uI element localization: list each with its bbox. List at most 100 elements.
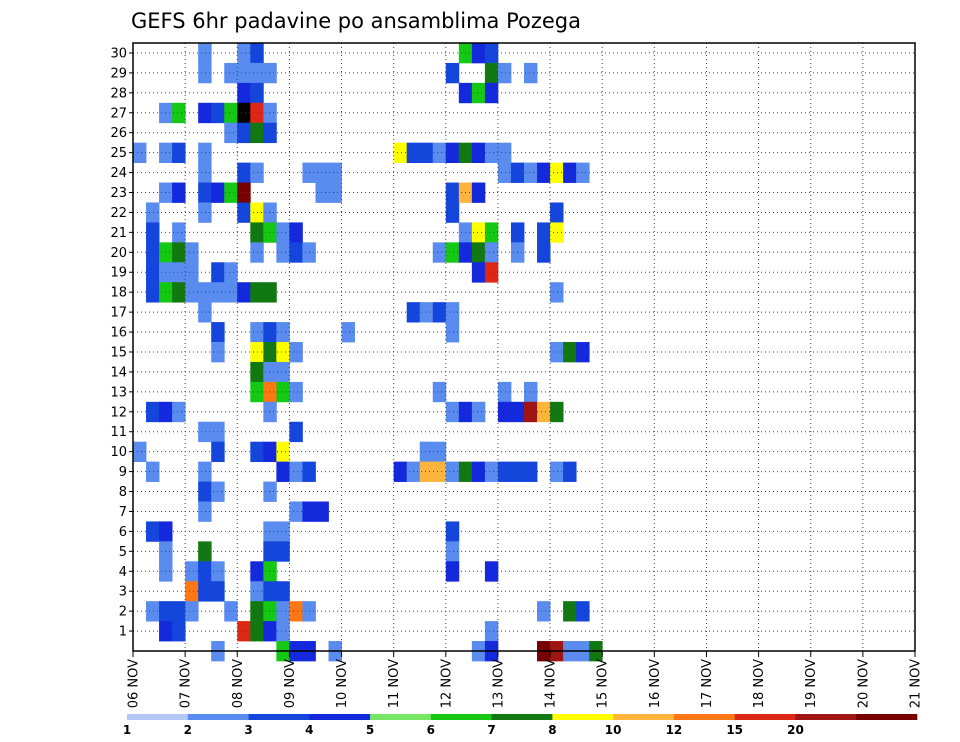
- y-tick-label: 30: [110, 46, 127, 61]
- heatmap-cell: [185, 282, 199, 303]
- heatmap-cell: [393, 461, 408, 482]
- x-tick-label: 10 NOV: [335, 659, 350, 708]
- heatmap-cell: [224, 601, 238, 622]
- heatmap-cell: [484, 222, 499, 243]
- heatmap-cell: [524, 461, 538, 482]
- heatmap-cell: [263, 621, 277, 642]
- heatmap-cell: [263, 381, 277, 403]
- heatmap-cell: [484, 621, 499, 642]
- heatmap-cell: [550, 342, 564, 363]
- x-tick-label: 11 NOV: [387, 659, 402, 708]
- heatmap-cell: [550, 282, 564, 303]
- heatmap-cell: [484, 242, 499, 263]
- colorbar-segment: [370, 714, 432, 720]
- heatmap-cell: [550, 222, 564, 243]
- colorbar-segment: [613, 714, 675, 720]
- y-tick-label: 18: [110, 286, 127, 301]
- heatmap-cell: [172, 142, 186, 164]
- heatmap-cell: [172, 262, 186, 283]
- heatmap-cell: [445, 461, 460, 482]
- heatmap-cell: [198, 182, 212, 203]
- heatmap-cell: [276, 521, 290, 542]
- heatmap-cell: [237, 102, 251, 124]
- chart-title: GEFS 6hr padavine po ansamblima Pozega: [131, 9, 581, 33]
- colorbar-segment: [491, 714, 553, 720]
- heatmap-cell: [263, 401, 277, 423]
- heatmap-cell: [445, 202, 460, 223]
- heatmap-cell: [146, 282, 160, 303]
- heatmap-cell: [576, 162, 590, 183]
- heatmap-cell: [263, 102, 277, 124]
- heatmap-cell: [172, 621, 186, 642]
- heatmap-cell: [198, 481, 212, 502]
- heatmap-cell: [224, 62, 238, 84]
- heatmap-cell: [263, 342, 277, 363]
- heatmap-cell: [146, 601, 160, 622]
- heatmap-cell: [537, 162, 551, 183]
- heatmap-cell: [484, 561, 499, 582]
- heatmap-cell: [185, 561, 199, 582]
- heatmap-cell: [432, 242, 447, 263]
- heatmap-cell: [484, 262, 499, 283]
- heatmap-cell: [393, 142, 408, 164]
- heatmap-cell: [146, 521, 160, 542]
- heatmap-cell: [276, 441, 290, 463]
- heatmap-cell: [146, 242, 160, 263]
- heatmap-cell: [432, 381, 447, 403]
- heatmap-cell: [550, 162, 564, 183]
- heatmap-cell: [263, 122, 277, 144]
- heatmap-cell: [185, 242, 199, 263]
- heatmap-cell: [524, 381, 538, 403]
- heatmap-cell: [471, 182, 486, 203]
- x-tick-label: 19 NOV: [804, 659, 819, 708]
- heatmap-cell: [276, 381, 290, 403]
- y-tick-label: 9: [119, 465, 127, 480]
- heatmap-cell: [276, 601, 290, 622]
- heatmap-cell: [224, 262, 238, 283]
- heatmap-cell: [419, 302, 434, 323]
- heatmap-cell: [524, 162, 538, 183]
- heatmap-cell: [432, 441, 447, 463]
- heatmap-cell: [471, 142, 486, 164]
- heatmap-cell: [471, 262, 486, 283]
- heatmap-cell: [224, 102, 238, 124]
- heatmap-cell: [497, 142, 512, 164]
- heatmap-cell: [289, 242, 303, 263]
- heatmap-cell: [550, 401, 564, 423]
- y-tick-label: 2: [119, 605, 127, 620]
- heatmap-cell: [237, 282, 251, 303]
- heatmap-cell: [471, 43, 486, 64]
- colorbar-label: 3: [244, 723, 252, 737]
- y-tick-label: 7: [119, 505, 127, 520]
- heatmap-cell: [237, 62, 251, 84]
- heatmap-cell: [328, 182, 342, 203]
- heatmap-cell: [497, 461, 512, 482]
- heatmap-cell: [133, 441, 147, 463]
- colorbar-label: 5: [366, 723, 374, 737]
- y-tick-label: 16: [110, 326, 127, 341]
- colorbar-segment: [673, 714, 735, 720]
- heatmap-cell: [471, 461, 486, 482]
- colorbar: 1 2 3 4 5 6 7 8 10 12 15 20: [123, 714, 918, 737]
- colorbar-segment: [795, 714, 857, 720]
- y-tick-label: 26: [110, 126, 127, 141]
- heatmap-cell: [419, 461, 434, 482]
- heatmap-cell: [263, 222, 277, 243]
- heatmap-cell: [185, 581, 199, 602]
- colorbar-label: 20: [787, 723, 804, 737]
- heatmap-cells: [133, 43, 603, 662]
- x-tick-label: 21 NOV: [909, 659, 924, 708]
- heatmap-cell: [315, 501, 329, 522]
- heatmap-cell: [198, 43, 212, 64]
- heatmap-cell: [497, 381, 512, 403]
- heatmap-cell: [237, 122, 251, 144]
- y-tick-label: 22: [110, 206, 127, 221]
- heatmap-cell: [550, 202, 564, 223]
- heatmap-cell: [445, 182, 460, 203]
- y-tick-label: 6: [119, 525, 127, 540]
- heatmap-cell: [146, 262, 160, 283]
- x-tick-label: 13 NOV: [491, 659, 506, 708]
- heatmap-cell: [289, 421, 303, 443]
- heatmap-cell: [432, 302, 447, 323]
- heatmap-cell: [237, 202, 251, 223]
